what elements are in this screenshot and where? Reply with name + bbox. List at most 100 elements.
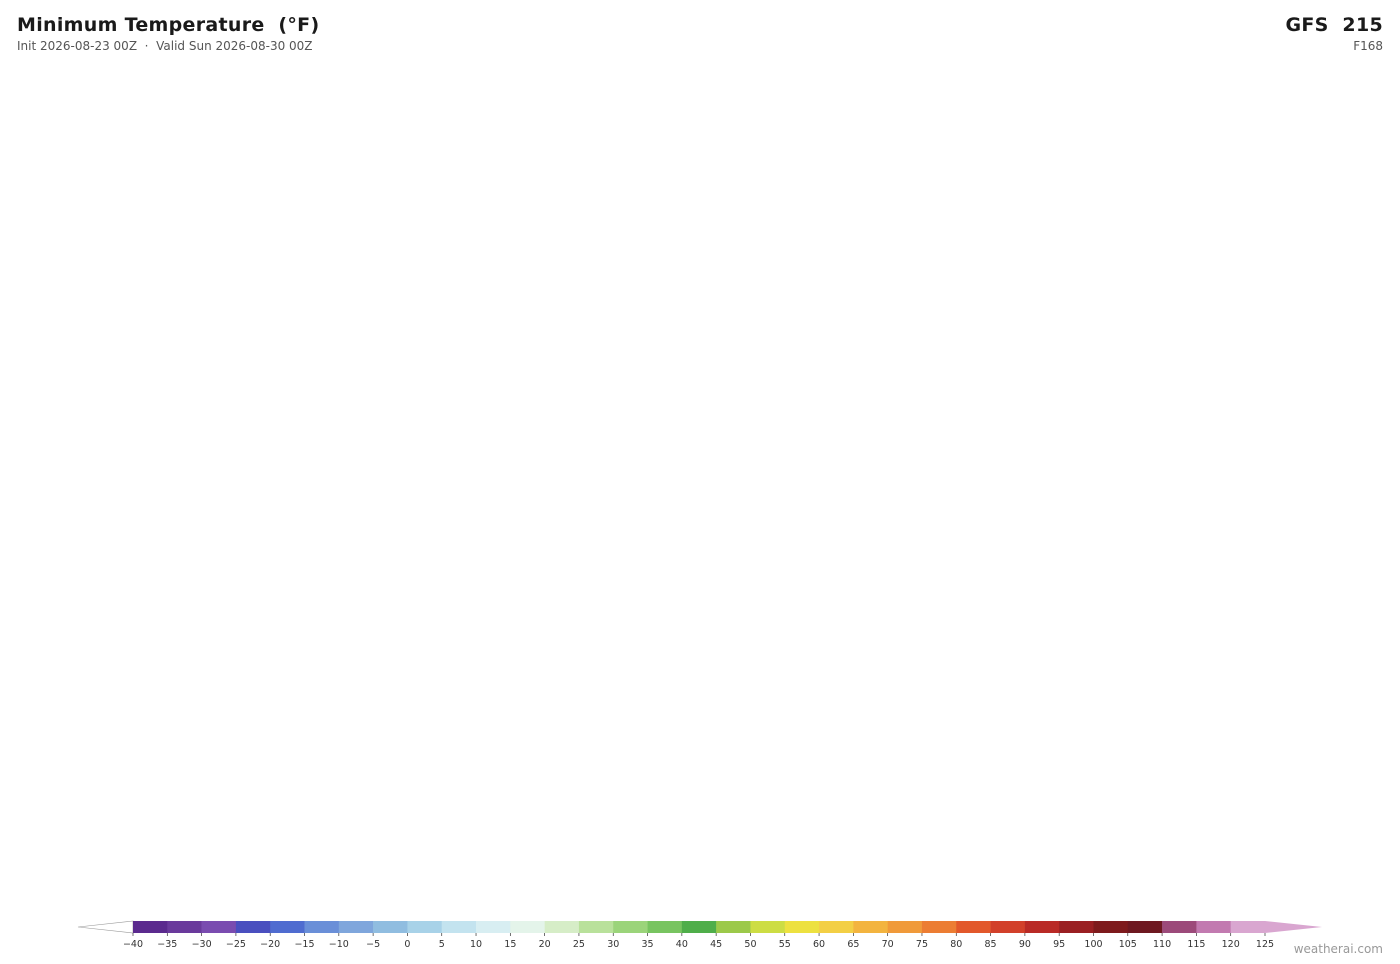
field — [820, 300, 1110, 440]
field — [520, 580, 640, 800]
field-blobs — [60, 80, 1355, 891]
colorbar-tick-label: 50 — [744, 939, 756, 950]
colorbar-swatch — [167, 921, 202, 933]
colorbar-tick-label: −5 — [366, 939, 380, 950]
field — [720, 300, 1355, 891]
colorbar-swatch — [510, 921, 545, 933]
border — [410, 267, 1151, 301]
field — [780, 80, 1280, 290]
colorbar-tick-label: −15 — [294, 939, 314, 950]
colorbar-swatch — [304, 921, 340, 933]
watermark: weatherai.com — [1293, 942, 1383, 956]
colorbar-swatch — [647, 921, 683, 933]
colorbar-tick-label: 80 — [950, 939, 962, 950]
coastline — [744, 249, 1291, 691]
colorbar-tick-label: 100 — [1084, 939, 1102, 950]
field — [560, 580, 760, 800]
colorbar-tick-label: 125 — [1256, 939, 1274, 950]
colorbar-tick-label: 15 — [504, 939, 516, 950]
border — [439, 80, 860, 480]
colorbar-swatch — [373, 921, 408, 933]
colorbar-tick-label: 5 — [439, 939, 445, 950]
colorbar-swatch — [476, 921, 511, 933]
colorbar-tick-label: 35 — [641, 939, 653, 950]
colorbar-swatch — [1024, 921, 1060, 933]
colorbar-tick-label: 60 — [813, 939, 825, 950]
field — [230, 690, 700, 891]
field — [1180, 120, 1355, 300]
colorbar-swatch — [784, 921, 820, 933]
coastlines — [224, 109, 1291, 811]
colorbar-tick-label: −30 — [192, 939, 212, 950]
colorbar-tick-label: −10 — [329, 939, 349, 950]
colorbar-tick-label: 115 — [1187, 939, 1205, 950]
colorbar-tick-label: 85 — [985, 939, 997, 950]
colorbar-tick-label: −25 — [226, 939, 246, 950]
colorbar-swatch — [887, 921, 923, 933]
coastline — [1079, 759, 1141, 796]
field — [150, 600, 560, 891]
colorbar-tick-label: −20 — [260, 939, 280, 950]
colorbar-swatch — [1127, 921, 1163, 933]
colorbar-tick-label: 20 — [539, 939, 551, 950]
coastline — [224, 119, 881, 811]
colorbar-tick-label: 70 — [882, 939, 894, 950]
colorbar: −40 −35 −30 −25 −20 −15 −10 −5 0 5 10 15 20 25 30 35 40 4… — [77, 920, 1322, 950]
colorbar-tick-label: 95 — [1053, 939, 1065, 950]
colorbar-tick-label: 25 — [573, 939, 585, 950]
colorbar-tick-label: 10 — [470, 939, 482, 950]
colorbar-tick-label: 0 — [404, 939, 410, 950]
map-background — [0, 61, 1400, 891]
colorbar-swatch — [750, 921, 786, 933]
field — [400, 330, 480, 430]
colorbar-tick-label: 105 — [1119, 939, 1137, 950]
coastline — [789, 109, 1001, 231]
colorbar-swatch — [990, 921, 1026, 933]
colorbar-swatch — [853, 921, 888, 933]
border — [479, 559, 751, 661]
colorbar-tick-label: 110 — [1153, 939, 1171, 950]
colorbar-swatch — [441, 921, 477, 933]
coastline — [919, 709, 1061, 751]
temperature-field — [0, 52, 1355, 891]
subtitle: Init 2026-08-23 00Z · Valid Sun 2026-08-… — [17, 39, 313, 53]
colorbar-tick-label: 30 — [607, 939, 619, 950]
colorbar-tick-label: 75 — [916, 939, 928, 950]
colorbar-tick-label: −35 — [157, 939, 177, 950]
colorbar-swatch — [1230, 921, 1266, 933]
field — [440, 270, 1060, 590]
colorbar-swatch — [819, 921, 854, 933]
field — [540, 90, 790, 260]
colorbar-swatch — [338, 921, 374, 933]
field — [60, 300, 420, 820]
colorbar-swatch — [613, 921, 648, 933]
colorbar-swatch — [407, 921, 443, 933]
colorbar-swatch — [270, 921, 305, 933]
field — [480, 482, 570, 558]
colorbar-over — [1265, 921, 1322, 933]
colorbar-swatch — [681, 921, 717, 933]
colorbar-tick-label: 45 — [710, 939, 722, 950]
colorbar-swatch — [1059, 921, 1094, 933]
title: Minimum Temperature (°F) — [17, 14, 320, 36]
colorbar-under — [77, 920, 134, 934]
field — [260, 110, 520, 300]
colorbar-swatch — [201, 921, 237, 933]
colorbar-tick-label: 120 — [1222, 939, 1240, 950]
colorbar-tick-label: 90 — [1019, 939, 1031, 950]
colorbar-tick-label: 40 — [676, 939, 688, 950]
colorbar-swatch — [956, 921, 991, 933]
colorbar-tick-label: 65 — [847, 939, 859, 950]
field — [440, 420, 590, 600]
colorbar-swatch — [716, 921, 751, 933]
colorbar-swatch — [921, 921, 957, 933]
field — [600, 430, 900, 600]
field — [0, 52, 1355, 891]
colorbar-swatch — [544, 921, 580, 933]
colorbar-tick-label: 55 — [779, 939, 791, 950]
colorbar-swatch — [1196, 921, 1231, 933]
colorbar-swatch — [235, 921, 271, 933]
field — [200, 90, 1355, 320]
